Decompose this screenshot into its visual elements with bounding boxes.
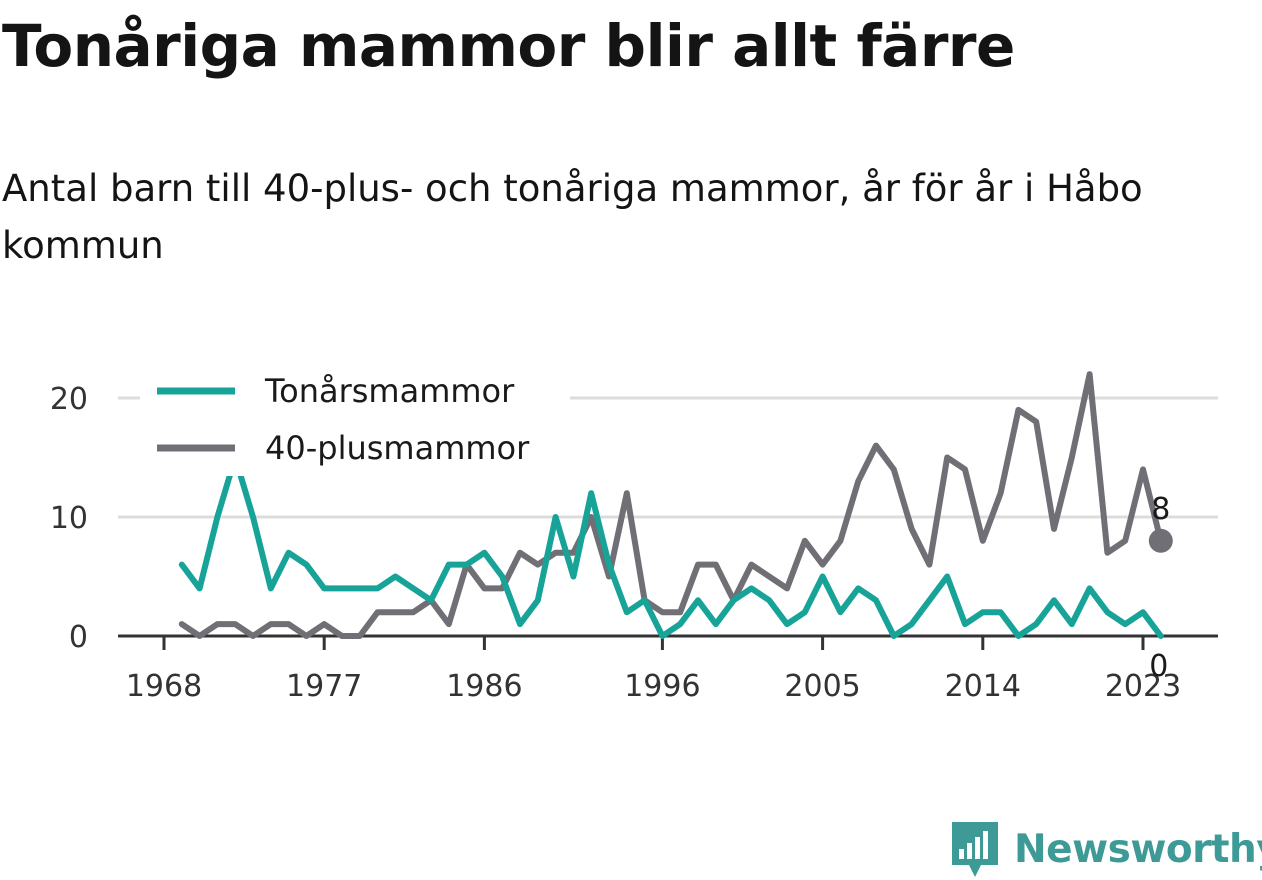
- x-tick-label: 2023: [1105, 669, 1181, 704]
- y-tick-label: 10: [50, 501, 88, 536]
- newsworthy-logo: Newsworthy: [950, 818, 1262, 880]
- x-tick-label: 1968: [126, 669, 202, 704]
- x-axis-ticks: 1968 1977 1986 1996 2005 2014 2023: [126, 636, 1181, 704]
- series-line-tonarsmammor: [178, 454, 1164, 639]
- y-tick-label: 20: [50, 382, 88, 417]
- brand-name: Newsworthy: [1014, 826, 1262, 872]
- end-markers: 80: [1148, 492, 1173, 684]
- series-lines: [178, 371, 1164, 639]
- y-axis-ticks: 0 10 20: [50, 382, 88, 655]
- chart-subtitle: Antal barn till 40-plus- och tonåriga ma…: [2, 167, 1143, 267]
- end-value-label-tonarsmammor: 0: [1149, 649, 1168, 684]
- x-tick-label: 1986: [446, 669, 522, 704]
- newsworthy-bars-icon: [952, 822, 998, 877]
- end-value-label-40-plusmammor: 8: [1151, 492, 1170, 527]
- end-marker-40-plusmammor: [1148, 528, 1173, 553]
- x-tick-label: 2014: [945, 669, 1021, 704]
- x-tick-label: 2005: [784, 669, 860, 704]
- legend: Tonårsmammor 40-plusmammor: [140, 366, 570, 476]
- chart-title: Tonåriga mammor blir allt färre: [2, 12, 1015, 80]
- y-tick-label: 0: [69, 620, 88, 655]
- legend-background: [140, 366, 570, 476]
- legend-label: 40-plusmammor: [265, 429, 530, 467]
- legend-label: Tonårsmammor: [264, 372, 515, 410]
- series-line-40-plusmammor: [178, 371, 1164, 639]
- x-tick-label: 1977: [286, 669, 362, 704]
- x-tick-label: 1996: [624, 669, 700, 704]
